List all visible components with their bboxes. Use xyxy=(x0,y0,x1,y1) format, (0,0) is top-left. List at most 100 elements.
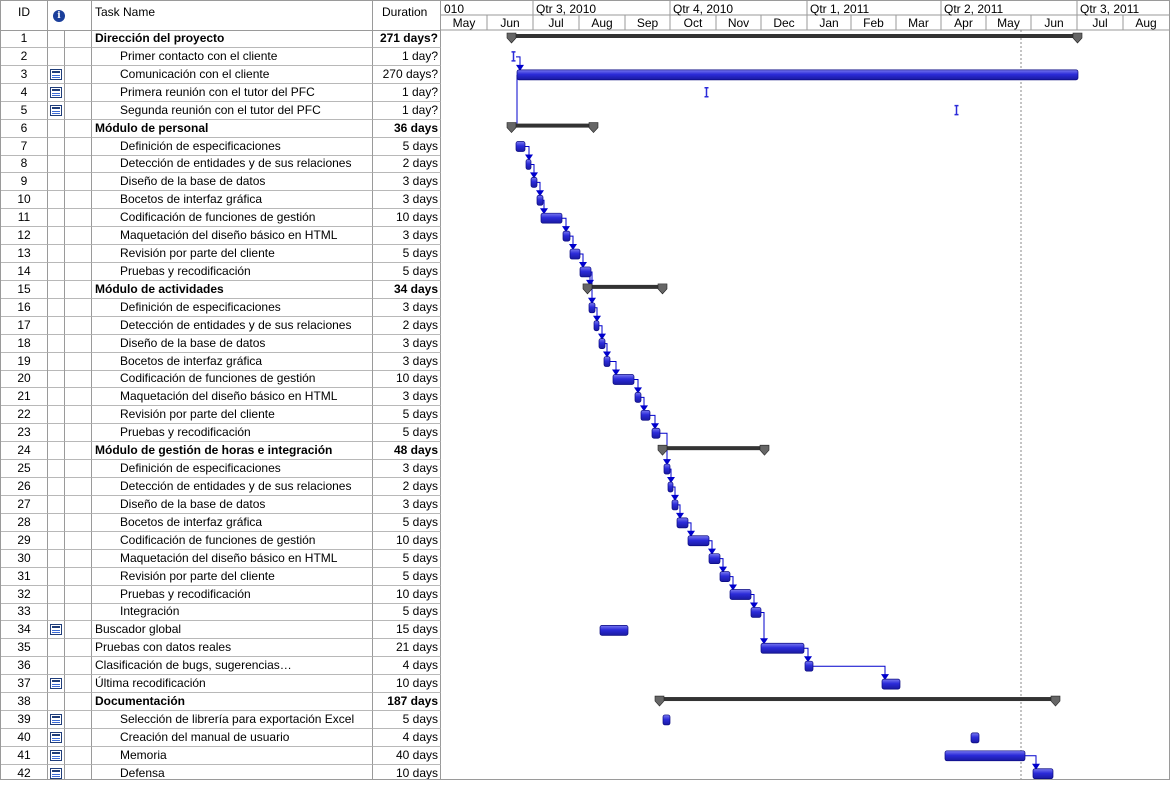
task-duration-cell[interactable]: 187 days xyxy=(373,693,441,712)
task-id-cell[interactable]: 37 xyxy=(1,675,48,694)
task-name-cell[interactable]: Codificación de funciones de gestión xyxy=(92,531,373,550)
task-name-cell[interactable]: Integración xyxy=(92,603,373,622)
task-row[interactable]: 35 Pruebas con datos reales 21 days xyxy=(1,639,441,658)
task-duration-cell[interactable]: 2 days xyxy=(373,155,441,174)
task-row[interactable]: 25 Definición de especificaciones 3 days xyxy=(1,460,441,479)
task-id-cell[interactable]: 8 xyxy=(1,155,48,174)
task-name-cell[interactable]: Clasificación de bugs, sugerencias… xyxy=(92,657,373,676)
task-row[interactable]: 3 Comunicación con el cliente 270 days? xyxy=(1,65,441,84)
task-duration-cell[interactable]: 3 days xyxy=(373,173,441,192)
task-row[interactable]: 38 Documentación 187 days xyxy=(1,693,441,712)
task-id-cell[interactable]: 35 xyxy=(1,639,48,658)
task-row[interactable]: 32 Pruebas y recodificación 10 days xyxy=(1,585,441,604)
task-duration-cell[interactable]: 36 days xyxy=(373,119,441,138)
task-id-cell[interactable]: 17 xyxy=(1,316,48,335)
task-row[interactable]: 10 Bocetos de interfaz gráfica 3 days xyxy=(1,191,441,210)
task-id-cell[interactable]: 24 xyxy=(1,442,48,461)
task-duration-cell[interactable]: 5 days xyxy=(373,567,441,586)
task-name-cell[interactable]: Primera reunión con el tutor del PFC xyxy=(92,83,373,102)
task-row[interactable]: 28 Bocetos de interfaz gráfica 5 days xyxy=(1,513,441,532)
task-duration-cell[interactable]: 1 day? xyxy=(373,101,441,120)
task-id-cell[interactable]: 33 xyxy=(1,603,48,622)
task-row[interactable]: 36 Clasificación de bugs, sugerencias… 4 d… xyxy=(1,657,441,676)
task-id-cell[interactable]: 6 xyxy=(1,119,48,138)
task-duration-cell[interactable]: 15 days xyxy=(373,621,441,640)
task-name-cell[interactable]: Pruebas y recodificación xyxy=(92,262,373,281)
task-row[interactable]: 42 Defensa 10 days xyxy=(1,764,441,779)
task-id-cell[interactable]: 38 xyxy=(1,693,48,712)
task-row[interactable]: 1 Dirección del proyecto 271 days? xyxy=(1,30,441,48)
task-name-cell[interactable]: Pruebas con datos reales xyxy=(92,639,373,658)
task-duration-cell[interactable]: 3 days xyxy=(373,495,441,514)
task-row[interactable]: 30 Maquetación del diseño básico en HTML 5… xyxy=(1,549,441,568)
task-duration-cell[interactable]: 10 days xyxy=(373,764,441,779)
task-name-cell[interactable]: Maquetación del diseño básico en HTML xyxy=(92,388,373,407)
task-id-cell[interactable]: 4 xyxy=(1,83,48,102)
task-id-cell[interactable]: 29 xyxy=(1,531,48,550)
task-id-cell[interactable]: 18 xyxy=(1,334,48,353)
task-name-cell[interactable]: Maquetación del diseño básico en HTML xyxy=(92,227,373,246)
task-row[interactable]: 6 Módulo de personal 36 days xyxy=(1,119,441,138)
task-duration-cell[interactable]: 5 days xyxy=(373,245,441,264)
task-name-cell[interactable]: Codificación de funciones de gestión xyxy=(92,370,373,389)
column-header-task-name[interactable]: Task Name xyxy=(92,1,373,31)
task-row[interactable]: 27 Diseño de la base de datos 3 days xyxy=(1,495,441,514)
task-name-cell[interactable]: Comunicación con el cliente xyxy=(92,65,373,84)
task-row[interactable]: 41 Memoria 40 days xyxy=(1,746,441,765)
task-id-cell[interactable]: 3 xyxy=(1,65,48,84)
task-id-cell[interactable]: 9 xyxy=(1,173,48,192)
task-name-cell[interactable]: Diseño de la base de datos xyxy=(92,495,373,514)
task-name-cell[interactable]: Buscador global xyxy=(92,621,373,640)
task-name-cell[interactable]: Selección de librería para exportación E… xyxy=(92,710,373,729)
task-duration-cell[interactable]: 5 days xyxy=(373,549,441,568)
task-id-cell[interactable]: 5 xyxy=(1,101,48,120)
task-duration-cell[interactable]: 10 days xyxy=(373,370,441,389)
task-duration-cell[interactable]: 5 days xyxy=(373,603,441,622)
task-duration-cell[interactable]: 3 days xyxy=(373,352,441,371)
task-name-cell[interactable]: Definición de especificaciones xyxy=(92,298,373,317)
task-duration-cell[interactable]: 3 days xyxy=(373,460,441,479)
task-id-cell[interactable]: 42 xyxy=(1,764,48,779)
task-id-cell[interactable]: 39 xyxy=(1,710,48,729)
task-row[interactable]: 26 Detección de entidades y de sus relaci… xyxy=(1,478,441,496)
task-id-cell[interactable]: 11 xyxy=(1,209,48,228)
task-name-cell[interactable]: Diseño de la base de datos xyxy=(92,334,373,353)
task-duration-cell[interactable]: 10 days xyxy=(373,675,441,694)
task-id-cell[interactable]: 20 xyxy=(1,370,48,389)
task-duration-cell[interactable]: 3 days xyxy=(373,334,441,353)
task-row[interactable]: 29 Codificación de funciones de gestión 10… xyxy=(1,531,441,550)
task-name-cell[interactable]: Defensa xyxy=(92,764,373,779)
task-name-cell[interactable]: Última recodificación xyxy=(92,675,373,694)
task-row[interactable]: 21 Maquetación del diseño básico en HTML 3… xyxy=(1,388,441,407)
task-name-cell[interactable]: Revisión por parte del cliente xyxy=(92,406,373,425)
task-name-cell[interactable]: Documentación xyxy=(92,693,373,712)
task-name-cell[interactable]: Detección de entidades y de sus relacion… xyxy=(92,478,373,496)
task-duration-cell[interactable]: 5 days xyxy=(373,406,441,425)
task-id-cell[interactable]: 2 xyxy=(1,47,48,66)
task-id-cell[interactable]: 21 xyxy=(1,388,48,407)
task-id-cell[interactable]: 23 xyxy=(1,424,48,443)
task-row[interactable]: 39 Selección de librería para exportación… xyxy=(1,710,441,729)
task-row[interactable]: 18 Diseño de la base de datos 3 days xyxy=(1,334,441,353)
task-name-cell[interactable]: Segunda reunión con el tutor del PFC xyxy=(92,101,373,120)
task-name-cell[interactable]: Memoria xyxy=(92,746,373,765)
task-row[interactable]: 33 Integración 5 days xyxy=(1,603,441,622)
task-duration-cell[interactable]: 34 days xyxy=(373,280,441,299)
task-row[interactable]: 12 Maquetación del diseño básico en HTML 3… xyxy=(1,227,441,246)
task-name-cell[interactable]: Revisión por parte del cliente xyxy=(92,245,373,264)
task-row[interactable]: 19 Bocetos de interfaz gráfica 3 days xyxy=(1,352,441,371)
task-duration-cell[interactable]: 271 days? xyxy=(373,30,441,48)
task-id-cell[interactable]: 27 xyxy=(1,495,48,514)
task-row[interactable]: 5 Segunda reunión con el tutor del PFC 1 d… xyxy=(1,101,441,120)
task-id-cell[interactable]: 10 xyxy=(1,191,48,210)
task-duration-cell[interactable]: 1 day? xyxy=(373,47,441,66)
task-duration-cell[interactable]: 3 days xyxy=(373,388,441,407)
task-name-cell[interactable]: Primer contacto con el cliente xyxy=(92,47,373,66)
task-row[interactable]: 7 Definición de especificaciones 5 days xyxy=(1,137,441,156)
task-row[interactable]: 13 Revisión por parte del cliente 5 days xyxy=(1,245,441,264)
task-row[interactable]: 8 Detección de entidades y de sus relacio… xyxy=(1,155,441,174)
task-duration-cell[interactable]: 3 days xyxy=(373,298,441,317)
task-duration-cell[interactable]: 10 days xyxy=(373,585,441,604)
task-id-cell[interactable]: 40 xyxy=(1,728,48,747)
task-id-cell[interactable]: 32 xyxy=(1,585,48,604)
